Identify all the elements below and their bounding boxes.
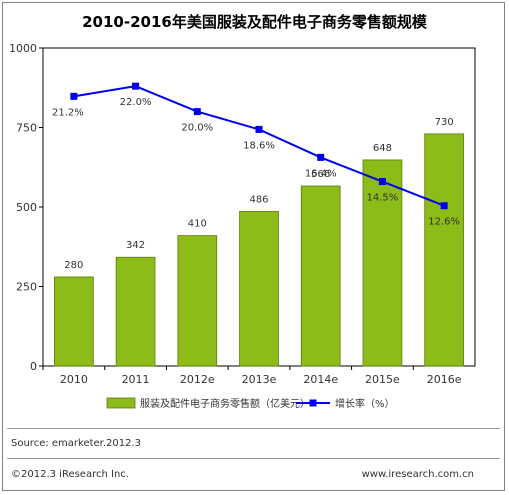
bar-value-label: 410 [188, 219, 207, 230]
chart-frame: 2010-2016年美国服装及配件电子商务零售额规模 0 250 500 750 100… [2, 2, 505, 491]
growth-point [378, 178, 386, 186]
website-link[interactable]: www.iresearch.com.cn [361, 469, 474, 480]
bar-value-label: 280 [64, 260, 83, 271]
x-tick-label: 2014e [303, 373, 338, 386]
growth-point [440, 202, 448, 210]
bar-value-label: 648 [373, 143, 392, 154]
chart-svg: 0 250 500 750 1000 2010 2011 2012e 2013e 2014e 201… [9, 42, 476, 410]
y-tick-label: 1000 [9, 42, 37, 55]
bar [239, 211, 279, 367]
growth-point [70, 92, 78, 100]
x-tick-label: 2010 [60, 373, 88, 386]
x-tick-label: 2016e [427, 373, 462, 386]
growth-value-label: 14.5% [367, 193, 399, 204]
growth-value-label: 16.4% [305, 168, 337, 179]
y-tick-label: 0 [30, 360, 37, 373]
growth-point [193, 108, 201, 116]
x-tick-label: 2013e [242, 373, 277, 386]
growth-point [317, 153, 325, 161]
bar-value-label: 342 [126, 240, 145, 251]
legend-bar-swatch [106, 397, 136, 409]
copyright-text: ©2012.3 iResearch Inc. [11, 469, 129, 480]
growth-value-label: 12.6% [428, 217, 460, 228]
divider-bottom [7, 458, 500, 459]
legend-line-marker [309, 399, 317, 407]
bar [115, 256, 156, 367]
growth-point [132, 82, 140, 90]
legend-line-label: 增长率（%） [335, 397, 395, 410]
growth-value-label: 21.2% [52, 107, 84, 118]
bar-value-label: 486 [249, 194, 268, 205]
y-tick-label: 250 [16, 281, 37, 294]
growth-value-label: 20.0% [181, 123, 213, 134]
legend-bar-label: 服装及配件电子商务零售额（亿美元） [140, 397, 310, 410]
bar [300, 185, 341, 367]
bar [54, 276, 94, 367]
bar [362, 159, 403, 367]
bar-value-label: 730 [435, 117, 454, 128]
y-tick-label: 750 [16, 122, 37, 135]
source-note: Source: emarketer.2012.3 [11, 438, 142, 449]
x-tick-label: 2011 [122, 373, 150, 386]
chart-title: 2010-2016年美国服装及配件电子商务零售额规模 [82, 13, 427, 31]
bar [424, 133, 464, 367]
growth-value-label: 22.0% [120, 97, 152, 108]
bar-value-label: 566 [311, 169, 330, 180]
divider-top [7, 428, 500, 429]
x-tick-label: 2012e [180, 373, 215, 386]
growth-point [255, 125, 263, 133]
growth-value-label: 18.6% [243, 140, 275, 151]
y-tick-label: 500 [16, 201, 37, 214]
bar [177, 235, 218, 367]
x-tick-label: 2015e [365, 373, 400, 386]
